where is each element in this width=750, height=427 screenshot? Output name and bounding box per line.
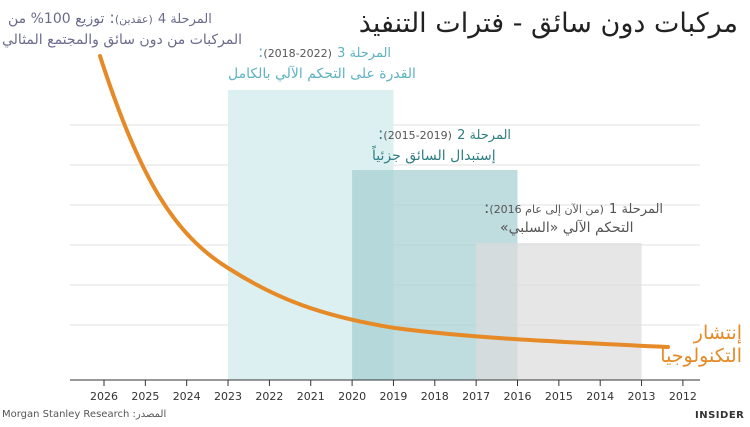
x-tick-label-2019: 2019 [379, 390, 407, 403]
phase-3-range: (2022-2018) [263, 47, 332, 60]
adoption-label-line-2: التكنولوجيا [660, 345, 742, 367]
x-tick-label-2023: 2023 [214, 390, 242, 403]
adoption-label-line-1: إنتشار [693, 322, 742, 344]
x-tick-label-2014: 2014 [586, 390, 614, 403]
phase-2-desc: إستبدال السائق جزئياً [372, 148, 496, 164]
x-axis: 2026 2025 2024 2023 2022 2021 2020 2019 2018 2017… [70, 379, 700, 403]
phase-4-label: المرحلة 4 (عقدين): توزيع 100% من [8, 8, 212, 27]
phase-2-label: المرحلة 2 (2019-2015): [378, 124, 512, 143]
adoption-label: إنتشار التكنولوجيا [660, 322, 742, 368]
x-tick-label-2018: 2018 [421, 390, 449, 403]
phase-band-1 [476, 243, 642, 380]
phase-1-name: المرحلة 1 [609, 202, 664, 217]
source-note: المصدر: Morgan Stanley Research [2, 409, 167, 420]
adoption-curve-layer [98, 54, 670, 349]
x-tick-label-2025: 2025 [131, 390, 159, 403]
adoption-curve [98, 54, 670, 349]
phase-1-label: المرحلة 1 (من الآن إلى عام 2016): [484, 198, 664, 217]
x-tick-label-2020: 2020 [338, 390, 366, 403]
x-tick-label-2022: 2022 [255, 390, 283, 403]
chart-title: مركبات دون سائق - فترات التنفيذ [358, 8, 738, 39]
x-tick-label-2013: 2013 [628, 390, 656, 403]
phase-2-range: (2019-2015) [383, 129, 452, 142]
phase-1-desc: التحكم الآلي «السلبي» [500, 220, 634, 236]
phase-bands [228, 90, 642, 380]
x-tick-label-2024: 2024 [173, 390, 201, 403]
x-tick-label-2015: 2015 [545, 390, 573, 403]
phase-4-name: المرحلة 4 [157, 12, 212, 27]
phase-1-range: (من الآن إلى عام 2016) [489, 203, 604, 216]
x-tick-label-2017: 2017 [462, 390, 490, 403]
phase-3-desc: القدرة على التحكم الآلي بالكامل [228, 66, 416, 82]
phase-4-desc-2: المركبات من دون سائق والمجتمع المثالي [2, 32, 243, 48]
phase-4-range: (عقدين) [114, 13, 153, 26]
phase-4-desc-1: توزيع 100% من [8, 11, 105, 27]
brand-logo: INSIDER [695, 410, 745, 421]
phase-2-name: المرحلة 2 [457, 128, 512, 143]
x-tick-label-2016: 2016 [504, 390, 532, 403]
x-tick-label-2021: 2021 [297, 390, 325, 403]
x-tick-label-2012: 2012 [669, 390, 697, 403]
phase-3-label: المرحلة 3 (2022-2018): [258, 42, 392, 61]
phase-3-name: المرحلة 3 [337, 46, 392, 61]
x-tick-label-2026: 2026 [90, 390, 118, 403]
